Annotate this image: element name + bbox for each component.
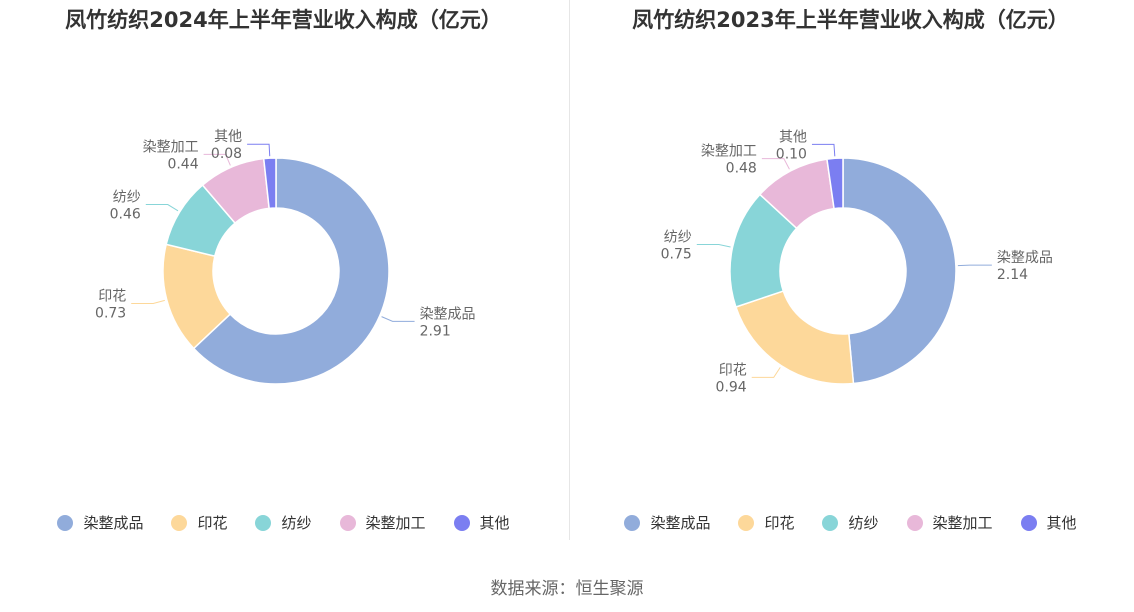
- slice-label-1-2: 纺纱: [664, 230, 692, 246]
- leader-line-0-2: [145, 204, 179, 212]
- slice-label-0-1: 印花: [98, 288, 126, 304]
- leader-line-0-1: [131, 299, 165, 304]
- legend-2023: 染整成品 印花 纺纱 染整加工 其他: [567, 512, 1134, 533]
- legend-label-0-1: 印花: [197, 514, 228, 532]
- legend-label-0-3: 染整加工: [365, 514, 426, 532]
- chart-panel-2023: 凤竹纺织2023年上半年营业收入构成（亿元） 染整成品 2.14 印花 0.94 纺纱 0…: [567, 0, 1134, 560]
- legend-label-1-3: 染整加工: [932, 514, 993, 532]
- panel-divider: [569, 0, 570, 540]
- legend-label-1-2: 纺纱: [848, 514, 879, 532]
- slice-value-1-0: 2.14: [997, 267, 1028, 283]
- chart-title-2023: 凤竹纺织2023年上半年营业收入构成（亿元）: [632, 8, 1069, 32]
- slice-value-0-1: 0.73: [95, 305, 126, 321]
- legend-marker-0-0: [57, 514, 74, 531]
- legend-marker-1-4: [1020, 514, 1037, 531]
- slice-value-0-4: 0.08: [211, 146, 242, 162]
- legend-item-1-0[interactable]: 染整成品: [624, 512, 710, 533]
- leader-line-1-0: [957, 264, 992, 267]
- slice-value-1-3: 0.48: [726, 161, 757, 177]
- chart-panel-2024: 凤竹纺织2024年上半年营业收入构成（亿元） 染整成品 2.91 印花 0.73 纺纱 0…: [0, 0, 567, 560]
- legend-marker-1-2: [822, 514, 839, 531]
- legend-label-0-4: 其他: [479, 514, 510, 532]
- legend-marker-1-3: [906, 514, 923, 531]
- legend-label-1-0: 染整成品: [650, 514, 711, 532]
- leader-line-1-4: [811, 143, 836, 157]
- slice-label-1-3: 染整加工: [701, 144, 757, 160]
- slice-label-1-4: 其他: [779, 129, 807, 145]
- legend-label-1-4: 其他: [1046, 514, 1077, 532]
- slice-value-0-2: 0.46: [110, 207, 141, 223]
- slice-value-1-2: 0.75: [661, 247, 692, 263]
- chart-title-2024: 凤竹纺织2024年上半年营业收入构成（亿元）: [65, 8, 502, 32]
- legend-item-0-1[interactable]: 印花: [171, 512, 227, 533]
- leader-line-1-2: [696, 244, 731, 248]
- legend-item-0-3[interactable]: 染整加工: [339, 512, 426, 533]
- slice-0-4[interactable]: [262, 157, 277, 210]
- slice-0-0[interactable]: [192, 157, 390, 385]
- slice-1-0[interactable]: [842, 157, 957, 385]
- legend-marker-0-1: [171, 514, 188, 531]
- legend-item-1-4[interactable]: 其他: [1020, 512, 1077, 533]
- legend-marker-0-4: [453, 514, 470, 531]
- legend-label-1-1: 印花: [764, 514, 795, 532]
- legend-label-0-2: 纺纱: [281, 514, 312, 532]
- legend-item-0-2[interactable]: 纺纱: [255, 512, 312, 533]
- slice-label-0-2: 纺纱: [113, 190, 141, 206]
- slice-label-1-0: 染整成品: [997, 250, 1053, 266]
- slice-value-1-1: 0.94: [716, 379, 747, 395]
- leader-line-0-4: [247, 143, 271, 157]
- slice-value-0-0: 2.91: [420, 323, 451, 339]
- legend-item-1-1[interactable]: 印花: [738, 512, 794, 533]
- slice-1-4[interactable]: [826, 157, 844, 210]
- legend-2024: 染整成品 印花 纺纱 染整加工 其他: [0, 512, 567, 533]
- slice-value-1-4: 0.10: [776, 146, 807, 162]
- slice-1-1[interactable]: [734, 290, 855, 385]
- slice-value-0-3: 0.44: [167, 156, 198, 172]
- legend-marker-0-2: [255, 514, 272, 531]
- legend-marker-1-0: [624, 514, 641, 531]
- legend-label-0-0: 染整成品: [83, 514, 144, 532]
- legend-item-0-4[interactable]: 其他: [453, 512, 510, 533]
- slice-label-1-1: 印花: [719, 362, 747, 378]
- leader-line-0-0: [381, 316, 415, 322]
- leader-line-0-3: [203, 153, 231, 166]
- legend-marker-1-1: [738, 514, 755, 531]
- slice-label-0-4: 其他: [214, 129, 242, 145]
- data-source: 数据来源：恒生聚源: [490, 579, 644, 599]
- leader-line-1-1: [751, 367, 781, 378]
- slice-label-0-0: 染整成品: [420, 306, 476, 322]
- legend-item-0-0[interactable]: 染整成品: [57, 512, 143, 533]
- legend-item-1-3[interactable]: 染整加工: [906, 512, 993, 533]
- slice-label-0-3: 染整加工: [143, 139, 199, 155]
- legend-marker-0-3: [339, 514, 356, 531]
- leader-line-1-3: [761, 158, 790, 170]
- legend-item-1-2[interactable]: 纺纱: [822, 512, 879, 533]
